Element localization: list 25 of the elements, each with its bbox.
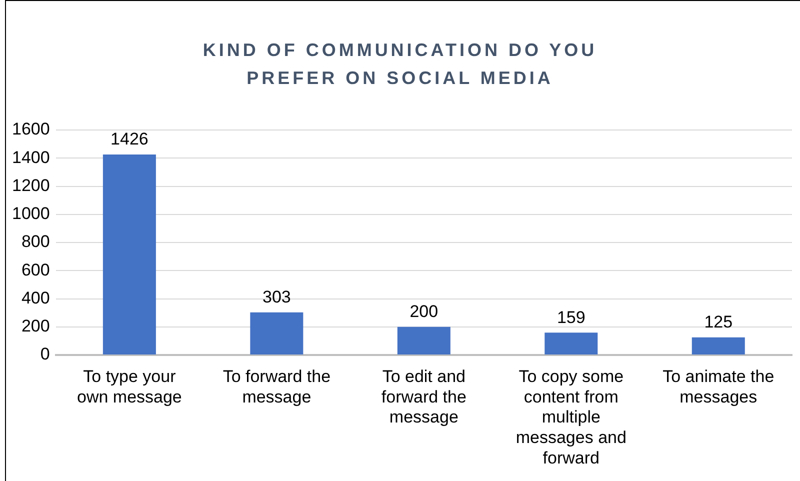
y-tick-label: 1400 [12,148,50,167]
x-tick-label: To animate the messages [662,366,774,406]
data-label: 1426 [110,130,148,149]
data-label: 125 [704,312,733,332]
y-tick-label: 1000 [12,204,50,224]
bar [102,154,156,354]
data-label: 303 [262,288,291,307]
x-tick-label: To type your own message [76,366,182,406]
bar [692,337,745,354]
chart-title: KIND OF COMMUNICATION DO YOU PREFER ON SOCIAL MEDIA [202,39,598,90]
y-tick-label: 400 [21,288,50,308]
y-tick-label: 600 [21,260,50,280]
x-tick-label: To copy some content from multiple messages and forward [516,366,626,468]
y-tick-label: 200 [21,316,50,336]
x-tick-label: To edit and forward the message [381,366,466,427]
y-tick-label: 800 [21,232,50,252]
data-label: 200 [410,302,438,322]
bar [250,312,304,354]
x-tick-label: To forward the message [222,366,331,406]
y-tick-label: 0 [40,344,50,364]
y-tick-label: 1600 [12,120,50,139]
bar [544,332,598,354]
y-tick-label: 1200 [12,176,50,195]
bar [397,326,450,354]
data-label: 159 [556,308,586,327]
